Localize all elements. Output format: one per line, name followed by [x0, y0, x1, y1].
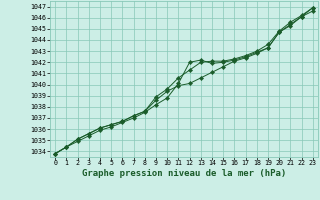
- X-axis label: Graphe pression niveau de la mer (hPa): Graphe pression niveau de la mer (hPa): [82, 169, 286, 178]
